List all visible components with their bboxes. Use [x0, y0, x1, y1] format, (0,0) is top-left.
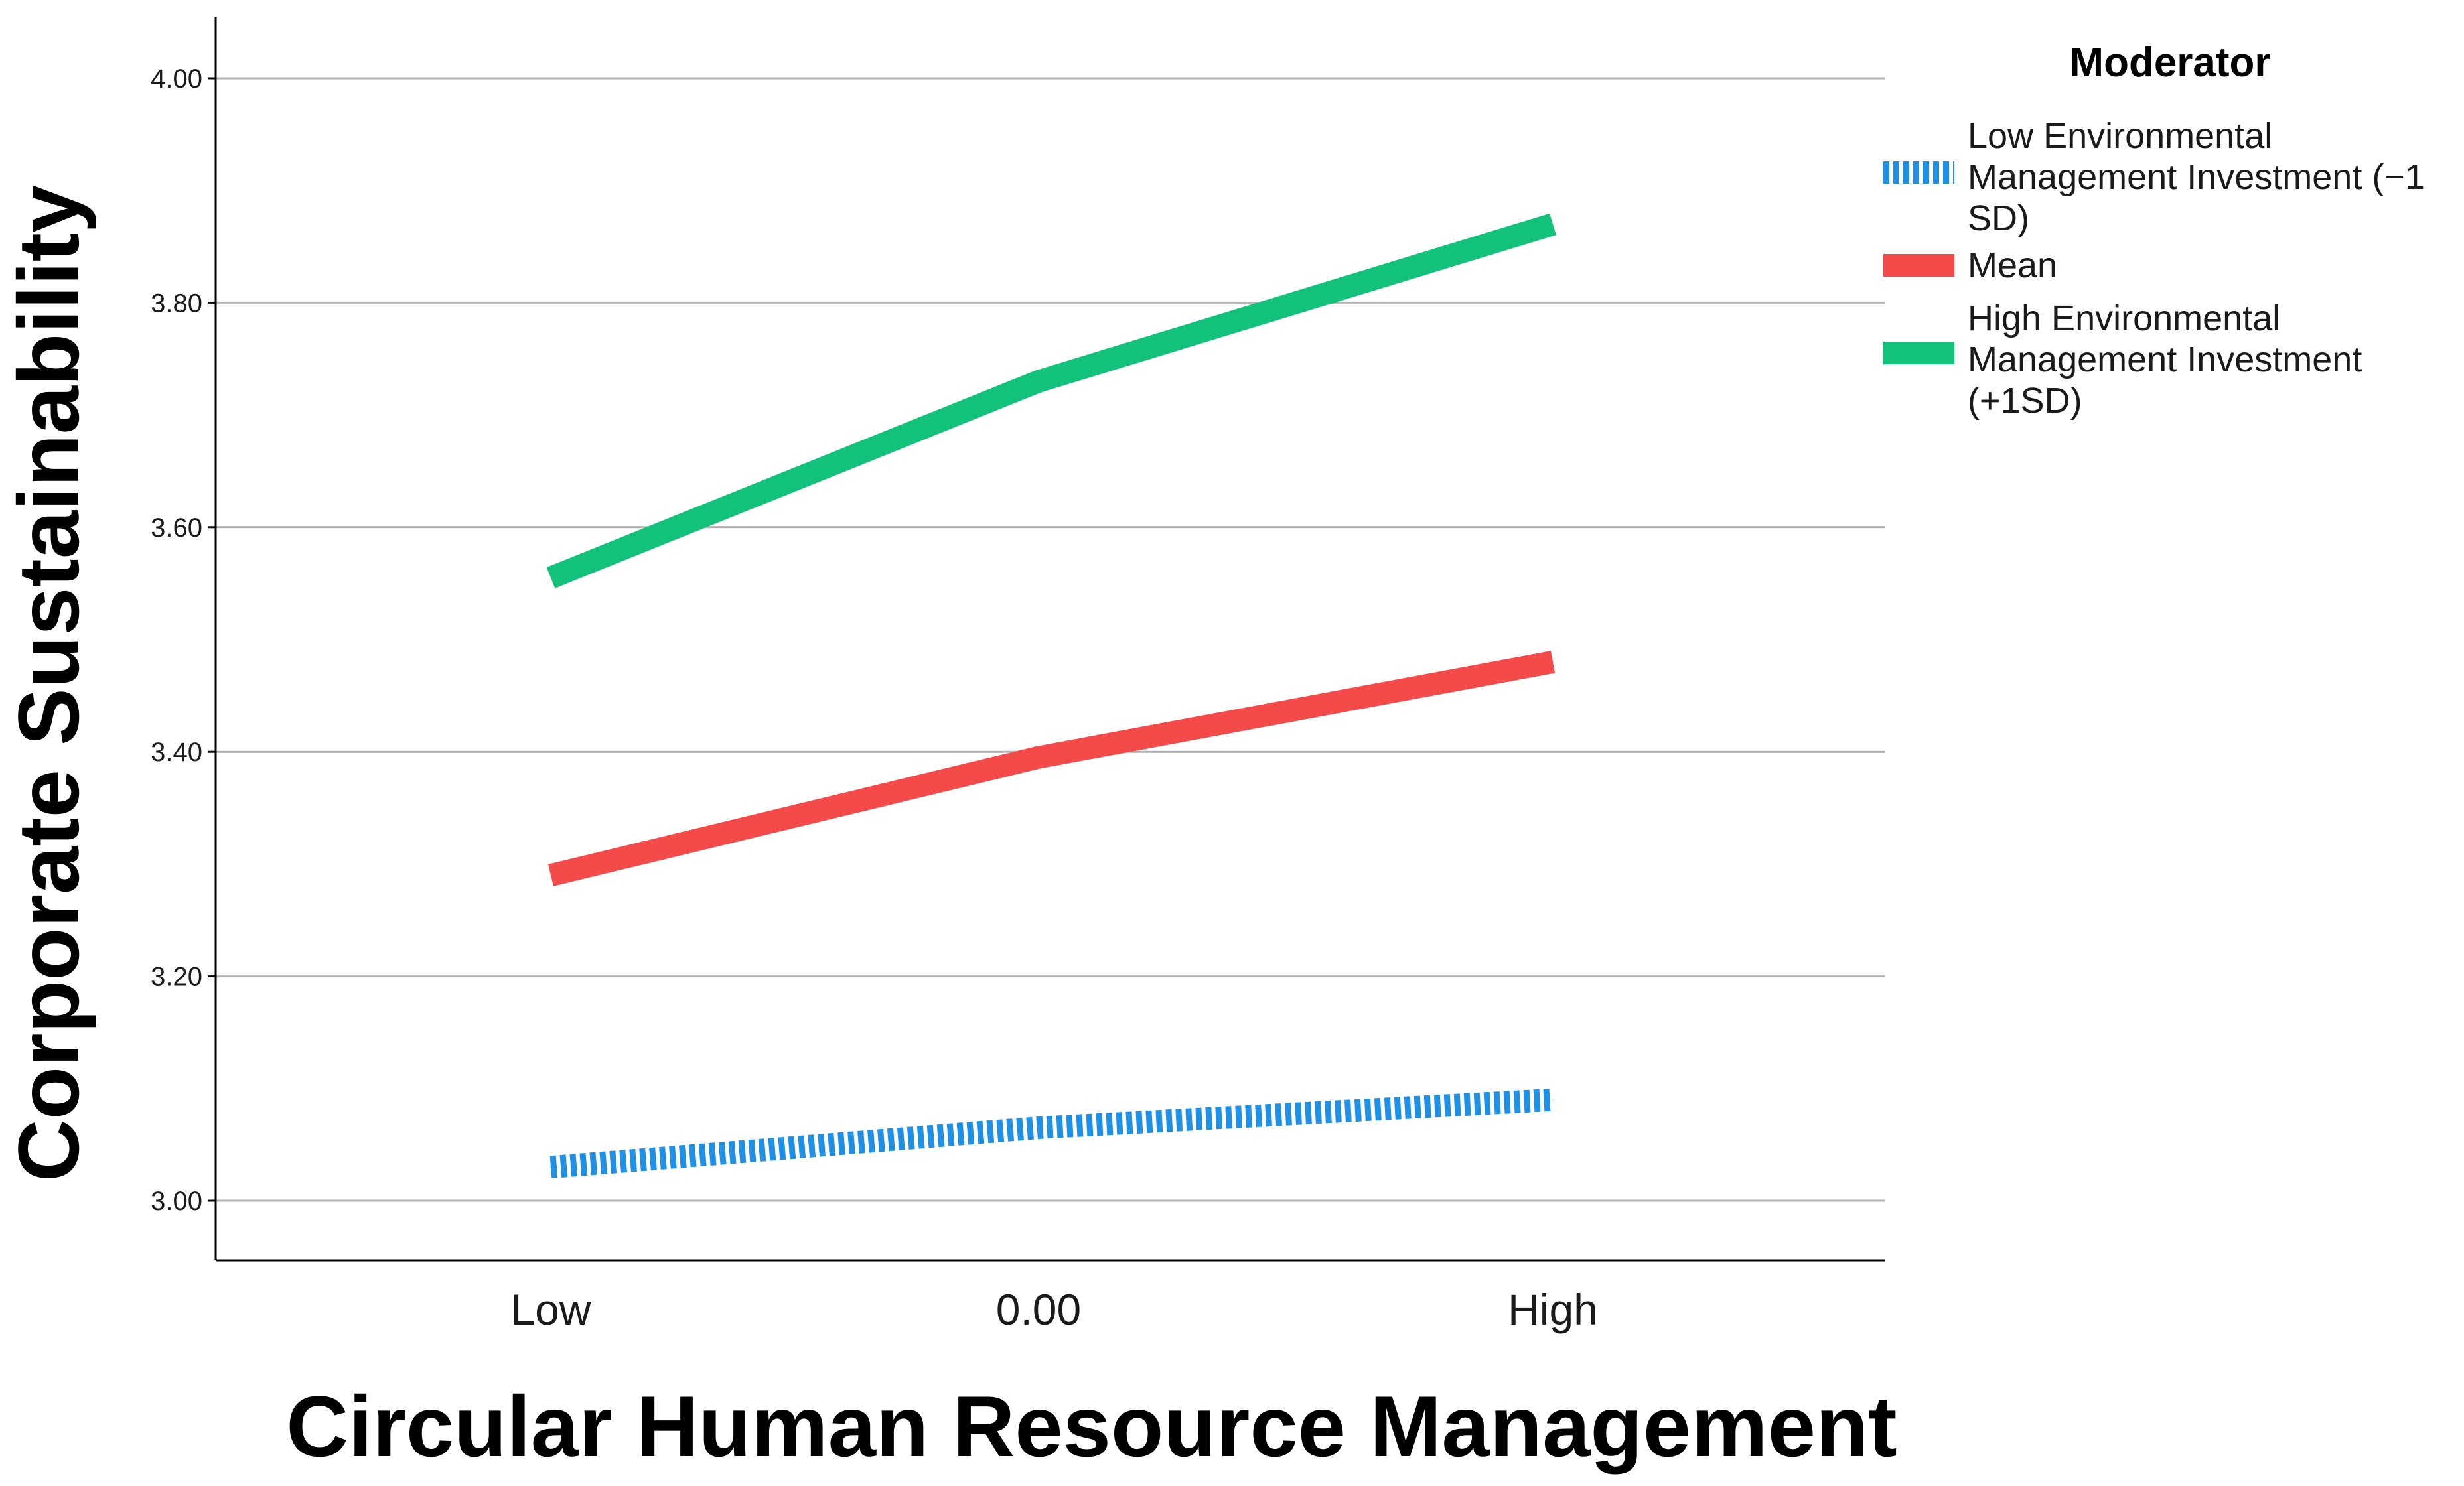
series-line-2 [546, 213, 1556, 588]
legend-label-0: Management Investment (−1 [1968, 157, 2425, 197]
y-tick-label: 3.00 [151, 1187, 202, 1216]
legend-label-0: Low Environmental [1968, 116, 2272, 156]
y-tick-label: 3.80 [151, 289, 202, 318]
series-lines [546, 213, 1556, 1179]
y-tick-label: 4.00 [151, 64, 202, 94]
series-1-point [1552, 661, 1554, 663]
legend-title: Moderator [2069, 40, 2270, 86]
x-tick-labels: Low 0.00 High [510, 1285, 1597, 1334]
y-tick-label: 3.60 [151, 513, 202, 543]
series-line-0 [549, 1088, 1554, 1179]
y-axis-title: Corporate Sustainability [0, 185, 97, 1182]
legend-label-0: SD) [1968, 198, 2029, 238]
legend-label-2: Management Investment [1968, 340, 2362, 379]
series-0-point [1552, 1099, 1554, 1101]
legend-label-2: High Environmental [1968, 299, 2280, 338]
x-tick-label: 0.00 [996, 1285, 1081, 1334]
axes [214, 17, 1885, 1262]
gridlines [216, 77, 1885, 1202]
x-tick-label: High [1508, 1285, 1598, 1334]
y-tick-labels: 3.00 3.20 3.40 3.60 3.80 4.00 [151, 64, 216, 1216]
series-line-1 [548, 651, 1556, 886]
x-axis-title: Circular Human Resource Management [286, 1378, 1897, 1475]
y-tick-label: 3.20 [151, 963, 202, 992]
legend-label-1: Mean [1968, 245, 2057, 285]
x-tick-label: Low [510, 1285, 591, 1334]
legend-label-2: (+1SD) [1968, 381, 2082, 421]
y-tick-label: 3.40 [151, 738, 202, 767]
